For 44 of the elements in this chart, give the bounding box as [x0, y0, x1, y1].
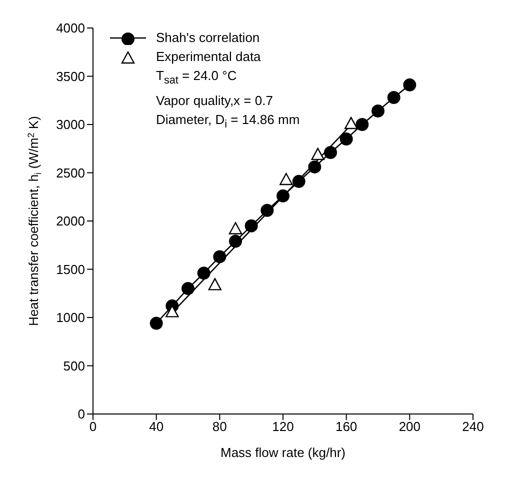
annotation: T$_{sat}$ = 24.0 °C — [156, 68, 237, 87]
point — [372, 104, 384, 118]
point — [228, 222, 242, 234]
point — [292, 174, 306, 188]
y-tick-label: 3000 — [56, 117, 85, 132]
point — [340, 132, 353, 146]
x-tick-label: 80 — [212, 419, 227, 434]
legend-label: Experimental data — [156, 48, 261, 66]
annotation: Vapor quality,x = 0.7 — [156, 92, 273, 108]
x-tick-label: 0 — [89, 419, 97, 434]
point — [166, 305, 179, 318]
x-tick-label: 200 — [398, 419, 421, 434]
point — [324, 146, 337, 159]
point — [344, 116, 358, 130]
y-tick-label: 1000 — [56, 310, 85, 326]
x-tick-label: 160 — [335, 419, 358, 434]
y-tick-label: 2500 — [56, 165, 85, 180]
y-tick-label: 4000 — [56, 20, 85, 36]
point — [308, 160, 322, 174]
y-tick-label: 1500 — [56, 262, 85, 277]
x-axis-title: Mass flow rate (kg/hr) — [220, 445, 346, 460]
point — [229, 234, 242, 248]
x-tick-label: 240 — [462, 419, 484, 434]
y-tick-label: 500 — [63, 358, 85, 374]
point — [403, 78, 416, 92]
annotation: Diameter, D$_{i}$ = 14.86 mm — [156, 112, 300, 130]
y-tick-label: 0 — [78, 406, 85, 422]
point — [276, 189, 290, 202]
x-tick-label: 40 — [149, 419, 164, 434]
point — [260, 204, 274, 217]
legend-label: Shah's correlation — [156, 29, 260, 47]
y-tick-label: 3500 — [56, 68, 85, 84]
point — [197, 266, 210, 280]
point — [280, 172, 293, 186]
point — [150, 316, 163, 330]
point — [208, 278, 222, 290]
point — [244, 219, 258, 232]
point — [356, 118, 369, 131]
point — [182, 282, 194, 296]
point — [387, 90, 400, 104]
x-tick-label: 120 — [272, 419, 294, 434]
y-tick-label: 2000 — [56, 214, 85, 229]
point — [311, 148, 324, 160]
point — [213, 250, 226, 264]
